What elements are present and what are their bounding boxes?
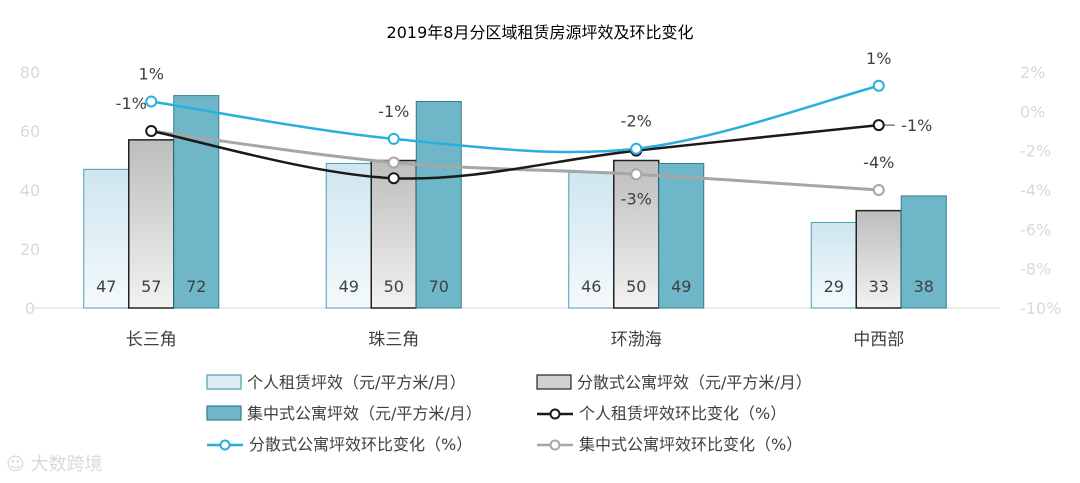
line-data-label: -4%	[863, 153, 894, 172]
bar	[325, 162, 372, 309]
line-point	[145, 95, 158, 108]
legend-label: 集中式公寓坪效环比变化（%）	[579, 435, 802, 454]
legend-swatch	[206, 374, 242, 390]
line-point	[387, 172, 400, 185]
right-axis-tick: 2%	[1020, 63, 1045, 82]
right-axis-tick: -10%	[1020, 299, 1061, 318]
legend-label: 集中式公寓坪效（元/平方米/月）	[247, 404, 482, 423]
watermark-logo-icon: ☺	[6, 454, 25, 475]
legend-marker	[549, 408, 561, 420]
left-axis-tick: 80	[20, 63, 40, 82]
category-label: 环渤海	[611, 330, 662, 350]
line-series	[151, 84, 880, 154]
bar	[658, 162, 705, 309]
legend-label: 个人租赁坪效（元/平方米/月）	[247, 373, 466, 392]
bar-value-label: 47	[96, 277, 116, 296]
bar-value-label: 29	[824, 277, 844, 296]
line-data-label: -1%	[378, 102, 409, 121]
bar-value-label: 57	[141, 277, 161, 296]
legend-marker	[219, 439, 231, 451]
line-point	[872, 119, 885, 132]
line-data-label: 1%	[866, 49, 891, 68]
right-axis-tick: -6%	[1020, 220, 1051, 239]
legend-marker	[549, 439, 561, 451]
chart-title: 2019年8月分区域租赁房源坪效及环比变化	[387, 23, 694, 42]
line-series	[151, 129, 879, 192]
line-data-label: 1%	[139, 65, 164, 84]
right-axis-tick: -8%	[1020, 260, 1051, 279]
bar-value-label: 50	[384, 277, 404, 296]
bar-value-label: 33	[869, 277, 889, 296]
right-axis-tick: -2%	[1020, 142, 1051, 161]
line-point	[630, 168, 643, 181]
legend-label: 分散式公寓坪效环比变化（%）	[249, 435, 472, 454]
bar	[855, 209, 902, 309]
line-data-label: -3%	[621, 189, 652, 208]
bar-value-label: 70	[429, 277, 449, 296]
legend-swatch	[536, 374, 572, 390]
line-data-label: -1%	[901, 116, 932, 135]
bar	[128, 139, 175, 309]
line-point	[872, 184, 885, 196]
watermark-text: 大数跨境	[30, 454, 103, 475]
bar	[810, 221, 857, 309]
legend-swatch	[206, 405, 242, 421]
category-label: 珠三角	[368, 330, 419, 350]
bar-value-label: 49	[671, 277, 691, 296]
left-axis-tick: 40	[20, 181, 40, 200]
watermark: ☺ 大数跨境	[6, 450, 103, 476]
legend-label: 分散式公寓坪效（元/平方米/月）	[577, 373, 812, 392]
right-axis-tick: -4%	[1020, 181, 1051, 200]
line-point	[630, 142, 643, 155]
legend-label: 个人租赁坪效环比变化（%）	[579, 404, 786, 423]
line-point	[387, 156, 400, 169]
bar	[83, 168, 130, 309]
bar	[613, 159, 660, 309]
left-axis-tick: 60	[20, 122, 40, 141]
left-axis-tick: 20	[20, 240, 40, 259]
bar-value-label: 50	[626, 277, 646, 296]
line-point	[145, 125, 158, 137]
bar	[173, 95, 220, 309]
bar-value-label: 72	[186, 277, 206, 296]
category-label: 长三角	[126, 330, 177, 350]
bar	[370, 159, 417, 309]
line-point	[387, 132, 400, 145]
line-point	[872, 79, 885, 92]
right-axis-tick: 0%	[1020, 102, 1045, 121]
line-data-label: -2%	[621, 112, 652, 131]
bar	[900, 195, 947, 309]
line-data-label: -1%	[116, 94, 147, 113]
bar-value-label: 38	[914, 277, 934, 296]
bar	[415, 101, 462, 309]
bar-value-label: 46	[581, 277, 601, 296]
bar-value-label: 49	[339, 277, 359, 296]
category-label: 中西部	[853, 330, 904, 350]
line-series	[151, 123, 879, 180]
